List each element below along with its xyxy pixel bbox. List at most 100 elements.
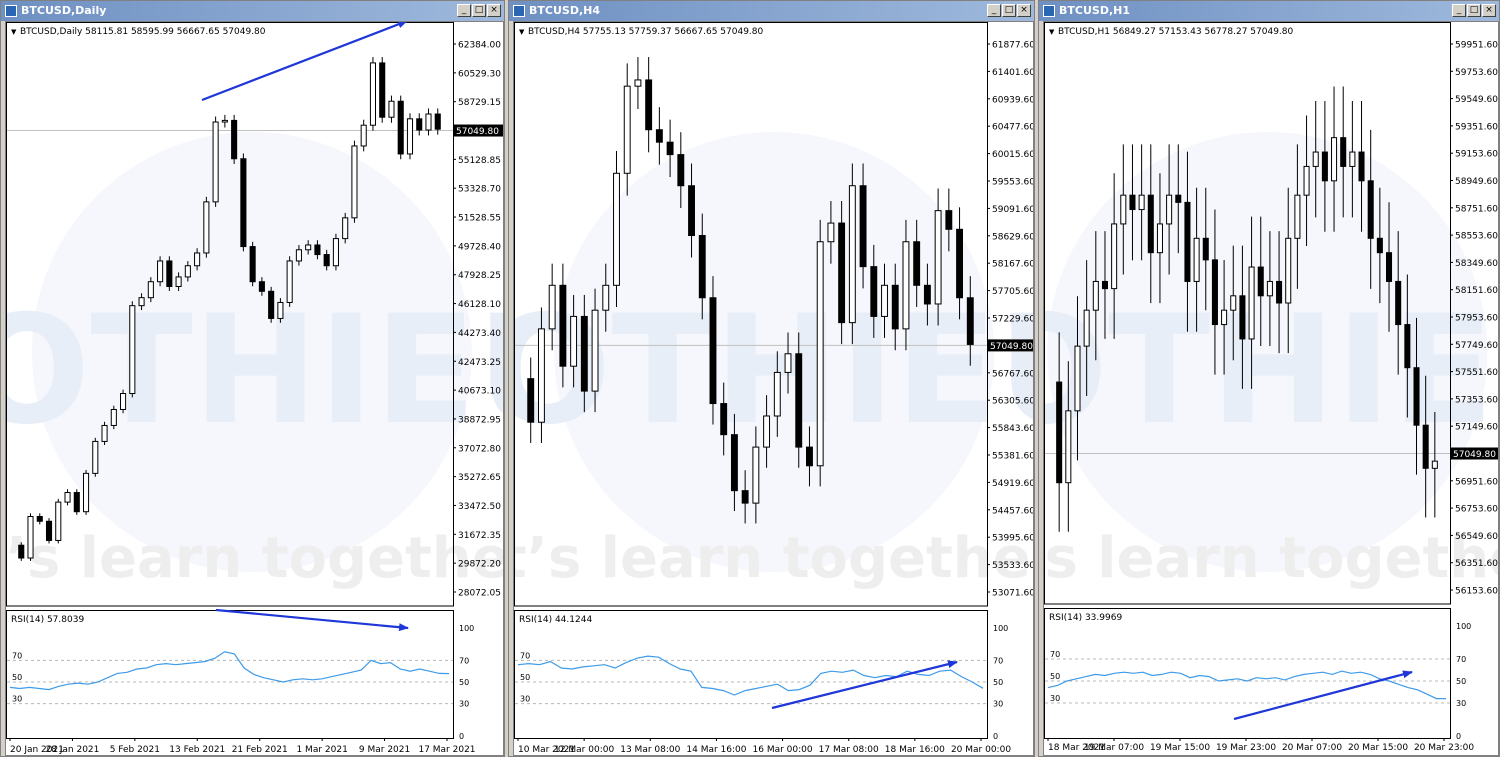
window-title: BTCUSD,Daily xyxy=(21,4,107,17)
time-tick-label: 20 Jan 2021 xyxy=(10,745,64,755)
candle xyxy=(1074,345,1081,412)
rsi-scale-label: 70 xyxy=(459,656,469,665)
chart-window-daily[interactable]: BTCUSD,Daily _ □ × TOTHIEU let’s learn to… xyxy=(0,0,505,757)
chart-area[interactable]: TOTHIEU let’s learn together ▼BTCUSD,Daily… xyxy=(5,21,504,756)
candle xyxy=(92,440,99,474)
price-tick-label: 54457.60 xyxy=(992,506,1034,516)
chart-svg[interactable]: TOTHIEU let’s learn together ▼BTCUSD,Daily… xyxy=(6,22,504,756)
candle xyxy=(351,145,358,219)
chart-area[interactable]: TOTHIEU let’s learn together ▼BTCUSD,H1 56… xyxy=(1043,21,1499,756)
close-button[interactable]: × xyxy=(1482,4,1496,17)
rsi-level-label: 50 xyxy=(1050,672,1060,681)
watermark-brand: TOTHIEU xyxy=(6,284,504,458)
price-tick-label: 60529.30 xyxy=(458,69,501,79)
price-tick-label: 58167.60 xyxy=(992,260,1034,270)
candle xyxy=(784,353,792,373)
candle xyxy=(580,315,588,392)
maximize-button[interactable]: □ xyxy=(1002,4,1016,17)
rsi-level-label: 50 xyxy=(520,673,530,682)
chart-area[interactable]: TOTHIEU let’s learn together ▼BTCUSD,H4 57… xyxy=(513,21,1034,756)
candle xyxy=(221,119,228,123)
candle xyxy=(634,79,642,87)
trend-arrow xyxy=(1233,670,1413,721)
candle xyxy=(1266,280,1273,297)
candle xyxy=(1129,194,1136,211)
price-tick-label: 38872.95 xyxy=(458,415,501,425)
time-tick-label: 28 Jan 2021 xyxy=(45,745,99,755)
candle xyxy=(1431,460,1438,469)
price-tick-label: 53995.60 xyxy=(992,534,1034,544)
watermark-tagline: let’s learn together xyxy=(1044,526,1499,591)
candle xyxy=(1367,180,1374,239)
chart-window-h1[interactable]: BTCUSD,H1 _ □ × TOTHIEU let’s learn toget… xyxy=(1038,0,1500,757)
rsi-line xyxy=(1047,670,1446,700)
price-tick-label: 56153.60 xyxy=(1455,587,1498,597)
time-tick-label: 21 Feb 2021 xyxy=(232,745,288,755)
minimize-button[interactable]: _ xyxy=(987,4,1001,17)
candle xyxy=(720,403,728,436)
rsi-scale-label: 100 xyxy=(1456,622,1471,631)
candle xyxy=(537,328,545,423)
minimize-button[interactable]: _ xyxy=(457,4,471,17)
close-button[interactable]: × xyxy=(1017,4,1031,17)
close-button[interactable]: × xyxy=(487,4,501,17)
rsi-level-label: 50 xyxy=(12,673,22,682)
price-tick-label: 55381.60 xyxy=(992,452,1034,462)
price-tick-label: 40673.10 xyxy=(458,387,501,397)
candle xyxy=(1092,280,1099,311)
candle xyxy=(1404,324,1411,369)
rsi-scale-label: 70 xyxy=(1456,655,1466,664)
current-price-tag xyxy=(454,124,503,137)
candle xyxy=(120,393,127,410)
maximize-button[interactable]: □ xyxy=(1467,4,1481,17)
current-price-label: 57049.80 xyxy=(456,127,499,137)
candle xyxy=(1248,266,1255,340)
rsi-pane-frame xyxy=(514,610,988,739)
rsi-line xyxy=(9,651,450,691)
candle xyxy=(741,490,749,504)
rsi-scale-label: 30 xyxy=(1456,699,1466,708)
price-tick-label: 28072.05 xyxy=(458,589,501,599)
window-titlebar[interactable]: BTCUSD,H4 _ □ × xyxy=(509,1,1034,21)
rsi-scale-label: 0 xyxy=(993,732,998,741)
chart-window-h4[interactable]: BTCUSD,H4 _ □ × TOTHIEU let’s learn toget… xyxy=(508,0,1035,757)
watermark-circle xyxy=(554,132,995,572)
rsi-label: RSI(14) 57.8039 xyxy=(11,615,84,625)
candle xyxy=(194,252,201,267)
price-tick-label: 62384.00 xyxy=(458,41,501,51)
window-titlebar[interactable]: BTCUSD,H1 _ □ × xyxy=(1039,1,1499,21)
minimize-button[interactable]: _ xyxy=(1452,4,1466,17)
chart-svg[interactable]: TOTHIEU let’s learn together ▼BTCUSD,H4 57… xyxy=(514,22,1034,756)
candle xyxy=(1193,237,1200,282)
price-tick-label: 57229.60 xyxy=(992,315,1034,325)
candle xyxy=(379,62,386,118)
chart-svg[interactable]: TOTHIEU let’s learn together ▼BTCUSD,H1 56… xyxy=(1044,22,1499,756)
price-tick-label: 57353.60 xyxy=(1455,395,1498,405)
time-tick-label: 18 Mar 2021 xyxy=(1048,743,1105,753)
candle xyxy=(806,446,813,467)
price-tick-label: 46128.10 xyxy=(458,300,501,310)
rsi-level-label: 70 xyxy=(1050,650,1060,659)
window-titlebar[interactable]: BTCUSD,Daily _ □ × xyxy=(1,1,504,21)
candle xyxy=(258,281,265,292)
candle xyxy=(184,265,191,278)
maximize-button[interactable]: □ xyxy=(472,4,486,17)
watermark-tagline: let’s learn together xyxy=(514,526,1034,591)
current-price-tag xyxy=(988,339,1033,352)
price-tick-label: 60015.60 xyxy=(992,150,1034,160)
candle xyxy=(923,284,931,305)
candle xyxy=(848,185,856,324)
price-tick-label: 53533.60 xyxy=(992,561,1034,571)
time-tick-label: 18 Mar 16:00 xyxy=(885,745,945,755)
candle xyxy=(45,520,53,541)
candle xyxy=(1395,280,1402,326)
candle xyxy=(838,222,846,324)
chart-header-ohlc: BTCUSD,Daily 58115.81 58595.99 56667.65 … xyxy=(20,27,266,37)
price-tick-label: 59351.60 xyxy=(1455,122,1498,132)
price-tick-label: 49728.40 xyxy=(458,242,501,252)
candle xyxy=(1202,237,1209,261)
time-tick-label: 20 Mar 23:00 xyxy=(1414,743,1474,753)
rsi-scale-label: 70 xyxy=(993,656,1003,665)
time-tick-label: 9 Mar 2021 xyxy=(359,745,410,755)
candle xyxy=(763,415,771,448)
